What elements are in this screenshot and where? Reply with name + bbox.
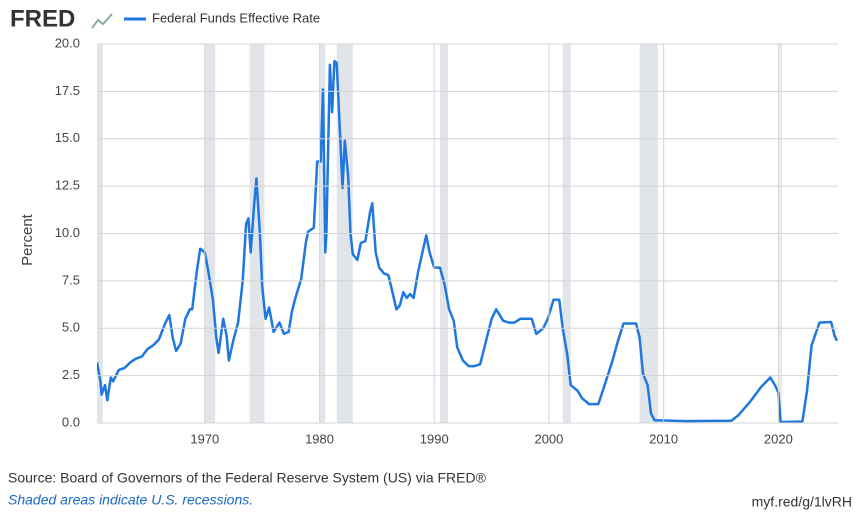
- y-tick-label: 0.0: [62, 414, 80, 429]
- logo: FRED: [10, 5, 75, 32]
- x-tick-label: 1990: [420, 431, 449, 446]
- y-tick-label: 20.0: [55, 35, 80, 50]
- note: Shaded areas indicate U.S. recessions.: [8, 492, 253, 508]
- x-tick-label: 2010: [649, 431, 678, 446]
- y-tick-label: 15.0: [55, 130, 80, 145]
- y-tick-label: 17.5: [55, 83, 80, 98]
- y-tick-label: 7.5: [62, 272, 80, 287]
- legend-label: Federal Funds Effective Rate: [152, 10, 320, 25]
- source: Source: Board of Governors of the Federa…: [8, 470, 487, 486]
- x-tick-label: 2020: [764, 431, 793, 446]
- y-tick-label: 10.0: [55, 225, 80, 240]
- logo-icon: [91, 13, 113, 29]
- x-tick-label: 1970: [190, 431, 219, 446]
- y-tick-label: 5.0: [62, 320, 80, 335]
- y-tick-label: 12.5: [55, 178, 80, 193]
- series-line: [97, 59, 838, 424]
- x-tick-label: 1980: [305, 431, 334, 446]
- y-tick-label: 2.5: [62, 367, 80, 382]
- link: myf.red/g/1lvRH: [752, 494, 852, 510]
- x-tick-label: 2000: [534, 431, 563, 446]
- y-axis-label: Percent: [19, 213, 36, 266]
